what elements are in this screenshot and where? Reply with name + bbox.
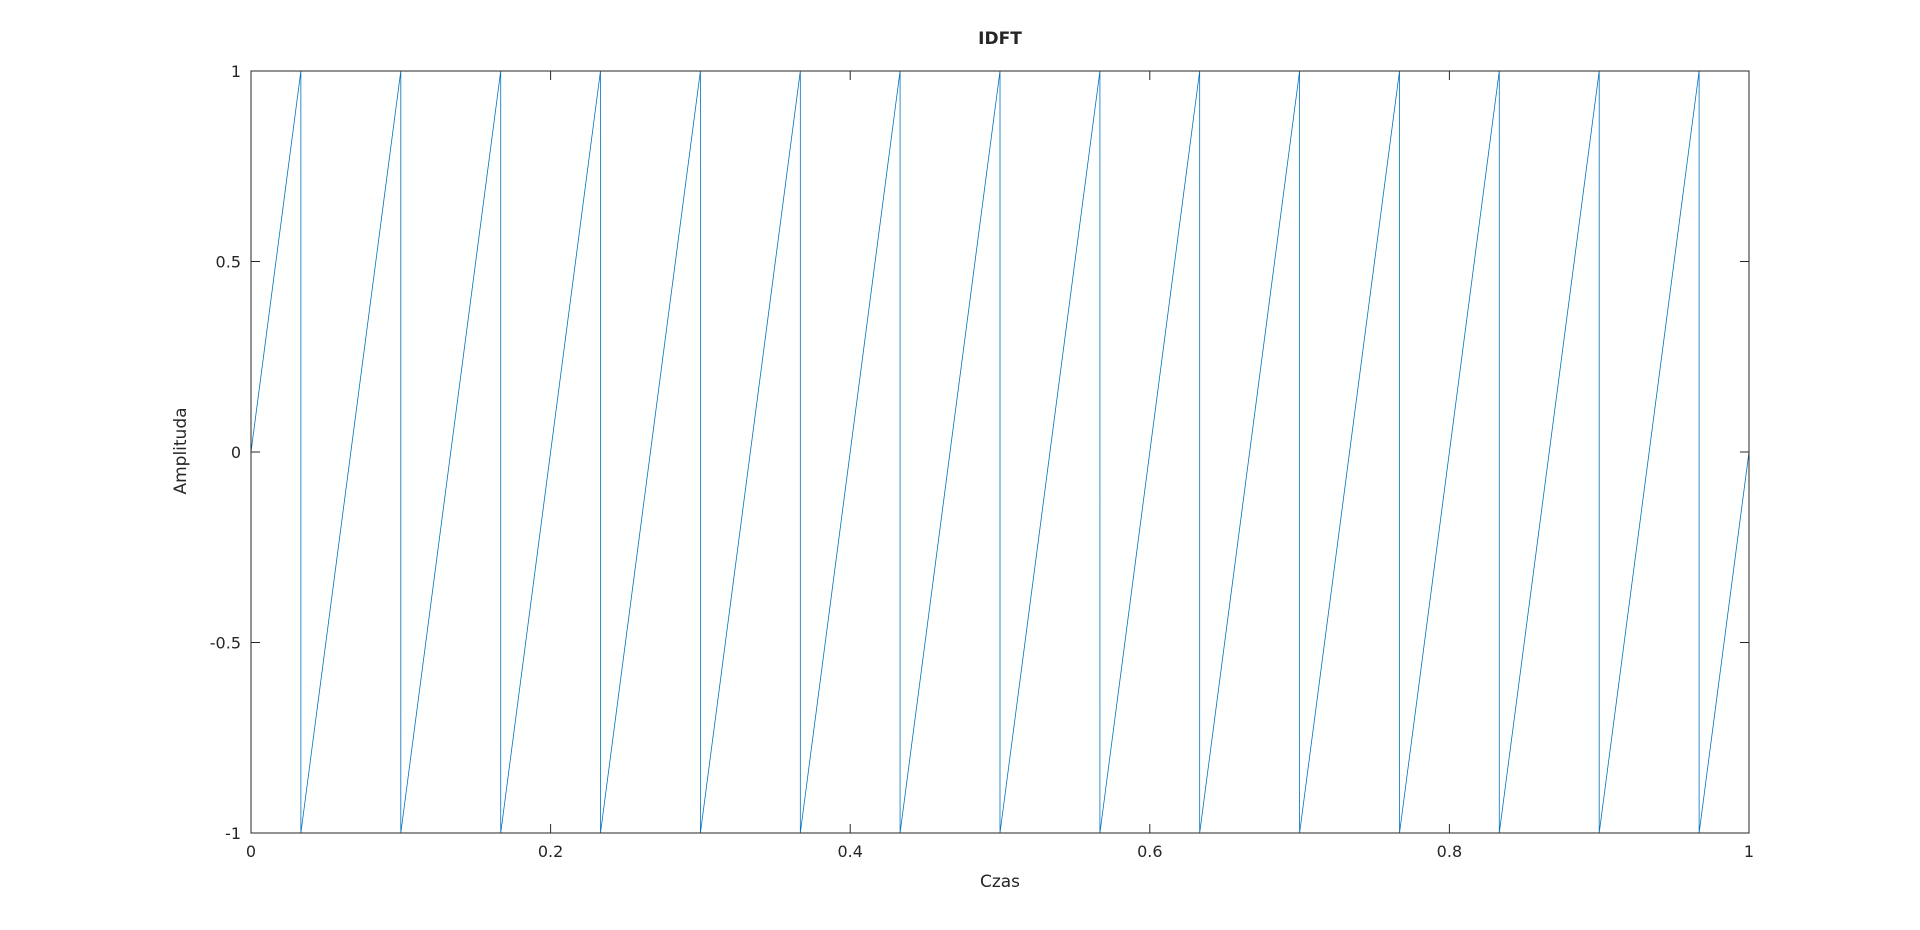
x-tick-label: 1 xyxy=(1744,842,1754,861)
y-tick-label: -1 xyxy=(225,824,241,843)
chart-title: IDFT xyxy=(978,29,1022,49)
y-tick-label: 0.5 xyxy=(216,253,241,272)
y-tick-label: 1 xyxy=(231,62,241,81)
x-tick-label: 0.2 xyxy=(538,842,563,861)
x-tick-label: 0.8 xyxy=(1437,842,1462,861)
x-tick-label: 0.6 xyxy=(1137,842,1162,861)
x-tick-label: 0.4 xyxy=(837,842,862,861)
y-tick-label: -0.5 xyxy=(210,634,241,653)
series-line-0 xyxy=(250,70,1750,834)
x-tick-label: 0 xyxy=(246,842,256,861)
y-axis-label: Amplituda xyxy=(171,407,191,494)
y-tick-label: 0 xyxy=(231,443,241,462)
x-axis-label: Czas xyxy=(980,872,1020,892)
